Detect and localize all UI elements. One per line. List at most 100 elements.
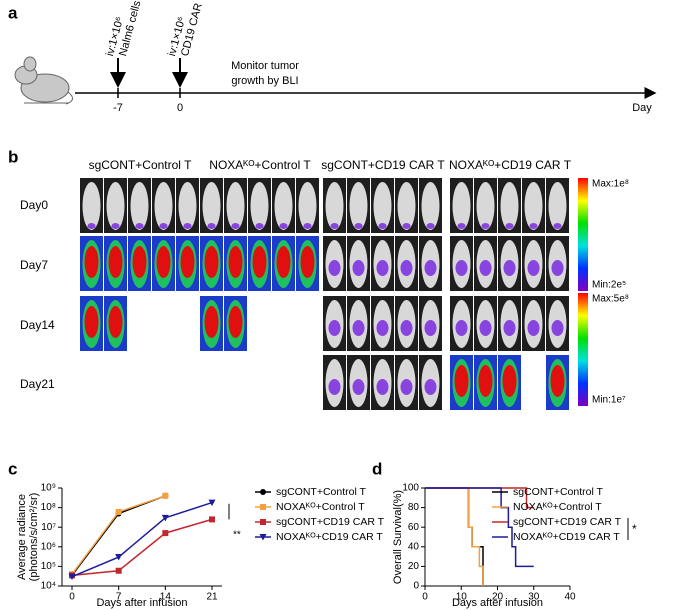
legend-label: NOXAᴷᴼ+CD19 CAR T bbox=[513, 531, 620, 543]
signal bbox=[328, 379, 341, 395]
row-label: Day21 bbox=[20, 377, 55, 391]
row-label: Day7 bbox=[20, 258, 48, 272]
x-tick-label: 20 bbox=[492, 592, 504, 603]
legend-label: sgCONT+CD19 CAR T bbox=[513, 516, 622, 528]
mouse-body bbox=[548, 182, 567, 230]
y-tick-label: 40 bbox=[408, 541, 420, 552]
mouse-body bbox=[274, 182, 293, 230]
signal bbox=[502, 365, 517, 397]
legend-label: sgCONT+Control T bbox=[276, 486, 367, 498]
signal bbox=[352, 379, 365, 395]
signal bbox=[132, 246, 147, 278]
signal bbox=[378, 223, 387, 229]
marker bbox=[259, 534, 267, 541]
signal bbox=[454, 365, 469, 397]
x-tick-label: 30 bbox=[528, 592, 540, 603]
signal bbox=[135, 223, 144, 229]
y-tick-label: 60 bbox=[408, 522, 420, 533]
column-header: sgCONT+Control T bbox=[89, 158, 192, 172]
signal bbox=[252, 246, 267, 278]
signal bbox=[352, 260, 365, 276]
panel-label: a bbox=[8, 3, 18, 22]
mouse-body bbox=[373, 182, 392, 230]
panel-label: d bbox=[372, 459, 382, 478]
mouse-body bbox=[130, 182, 149, 230]
signal bbox=[424, 379, 437, 395]
x-tick-label: 10 bbox=[456, 592, 468, 603]
signal bbox=[354, 223, 363, 229]
signal bbox=[231, 223, 240, 229]
mouse-body bbox=[452, 182, 471, 230]
signal bbox=[111, 223, 120, 229]
signal bbox=[529, 223, 538, 229]
mouse-body bbox=[476, 182, 495, 230]
bli-images bbox=[80, 178, 569, 410]
signal bbox=[505, 223, 514, 229]
signal bbox=[424, 260, 437, 276]
marker bbox=[162, 530, 169, 537]
color-scale bbox=[578, 178, 588, 291]
signal bbox=[457, 223, 466, 229]
marker bbox=[209, 516, 215, 523]
y-tick-label: 10⁹ bbox=[41, 483, 56, 494]
x-tick-label: 7 bbox=[116, 592, 122, 603]
series-line bbox=[71, 495, 166, 575]
signal bbox=[180, 246, 195, 278]
x-tick-label: 0 bbox=[422, 592, 428, 603]
mouse-body bbox=[298, 182, 317, 230]
signal bbox=[400, 320, 413, 336]
x-tick-label: 21 bbox=[206, 592, 218, 603]
y-tick-label: 20 bbox=[408, 561, 420, 572]
signal bbox=[300, 246, 315, 278]
signal bbox=[276, 246, 291, 278]
signal bbox=[551, 260, 564, 276]
mouse-body bbox=[154, 182, 173, 230]
signal bbox=[400, 260, 413, 276]
y-tick-label: 10⁷ bbox=[41, 522, 56, 533]
survival-curve bbox=[425, 487, 484, 586]
signal bbox=[551, 320, 564, 336]
y-tick-label: 100 bbox=[402, 483, 419, 494]
signal bbox=[108, 246, 123, 278]
panel-label: c bbox=[8, 459, 17, 478]
marker bbox=[161, 514, 169, 522]
marker bbox=[208, 499, 216, 507]
axis-label: Day bbox=[632, 102, 652, 114]
x-tick-label: 0 bbox=[69, 592, 75, 603]
signal bbox=[328, 320, 341, 336]
signal bbox=[481, 223, 490, 229]
x-axis-label: Days after infusion bbox=[452, 597, 543, 609]
y-tick-label: 10⁵ bbox=[41, 561, 56, 572]
mouse-body bbox=[421, 182, 440, 230]
signal bbox=[503, 320, 516, 336]
x-tick-label: 14 bbox=[160, 592, 172, 603]
legend-label: NOXAᴷᴼ+CD19 CAR T bbox=[276, 531, 383, 543]
y-tick-label: 10⁴ bbox=[41, 581, 56, 592]
y-axis-label: (photons/s/cm²/sr) bbox=[28, 493, 40, 582]
signal bbox=[330, 223, 339, 229]
marker bbox=[260, 489, 266, 495]
signal bbox=[553, 223, 562, 229]
legend-label: NOXAᴷᴼ+Control T bbox=[276, 501, 365, 513]
signal bbox=[228, 306, 243, 338]
marker bbox=[115, 567, 122, 574]
mouse-body bbox=[524, 182, 543, 230]
signal bbox=[479, 260, 492, 276]
signal bbox=[550, 365, 565, 397]
mouse-body bbox=[226, 182, 245, 230]
row-label: Day0 bbox=[20, 198, 48, 212]
signal bbox=[402, 223, 411, 229]
monitor-text: Monitor tumor bbox=[231, 60, 299, 72]
series-line bbox=[71, 501, 213, 578]
legend-label: sgCONT+Control T bbox=[513, 486, 604, 498]
column-header: NOXAᴷᴼ+CD19 CAR T bbox=[449, 158, 572, 172]
mouse-body bbox=[250, 182, 269, 230]
day-label: -7 bbox=[113, 102, 123, 114]
scale-max: Max:5e⁸ bbox=[592, 294, 629, 305]
scale-min: Min:2e⁵ bbox=[592, 280, 626, 291]
signal bbox=[527, 320, 540, 336]
column-header: NOXAᴷᴼ+Control T bbox=[209, 158, 311, 172]
signal bbox=[400, 379, 413, 395]
signal bbox=[207, 223, 216, 229]
